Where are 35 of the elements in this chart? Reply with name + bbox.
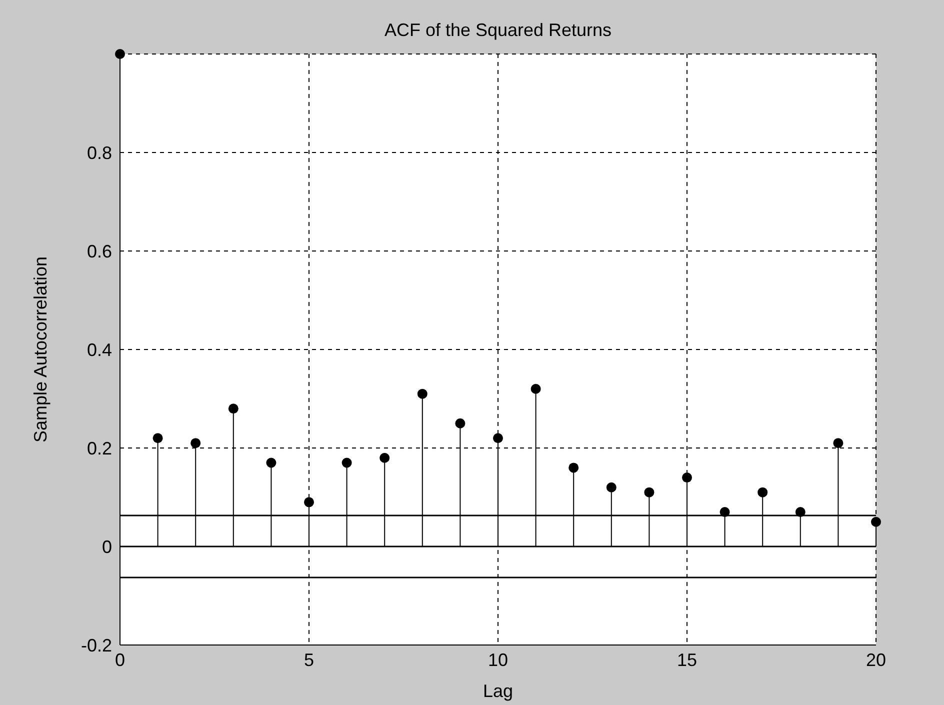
y-tick-label: 0.4 xyxy=(86,340,112,360)
x-tick-label: 20 xyxy=(866,650,886,670)
x-tick-label: 15 xyxy=(676,650,698,670)
y-tick-label: 0.8 xyxy=(86,142,112,163)
point xyxy=(758,487,768,498)
x-tick-label: 0 xyxy=(114,650,126,670)
point xyxy=(530,384,541,394)
point xyxy=(342,458,352,468)
point xyxy=(682,472,692,483)
y-tick-label: 0.6 xyxy=(86,241,112,262)
point xyxy=(304,497,314,508)
point xyxy=(606,482,616,492)
point xyxy=(266,458,276,468)
y-tick-label: -0.2 xyxy=(80,635,112,656)
x-axis-title: Lag xyxy=(482,681,514,701)
point xyxy=(417,388,428,399)
x-tick-label: 5 xyxy=(304,650,314,670)
chart-title: ACF of the Squared Returns xyxy=(383,20,613,41)
point xyxy=(190,438,201,448)
point xyxy=(871,516,881,527)
point xyxy=(455,418,466,428)
y-tick-label: 0.2 xyxy=(86,438,112,458)
point xyxy=(568,462,579,473)
point xyxy=(228,404,238,414)
point xyxy=(833,438,844,448)
x-tick-label: 10 xyxy=(488,650,508,670)
point xyxy=(720,507,730,518)
point xyxy=(115,49,125,59)
point xyxy=(795,507,806,518)
point xyxy=(380,452,390,463)
point xyxy=(644,487,654,498)
point xyxy=(152,433,163,444)
y-tick-label: 0 xyxy=(102,536,112,557)
point xyxy=(493,433,503,444)
y-axis-title: Sample Autocorrelation xyxy=(30,256,50,443)
